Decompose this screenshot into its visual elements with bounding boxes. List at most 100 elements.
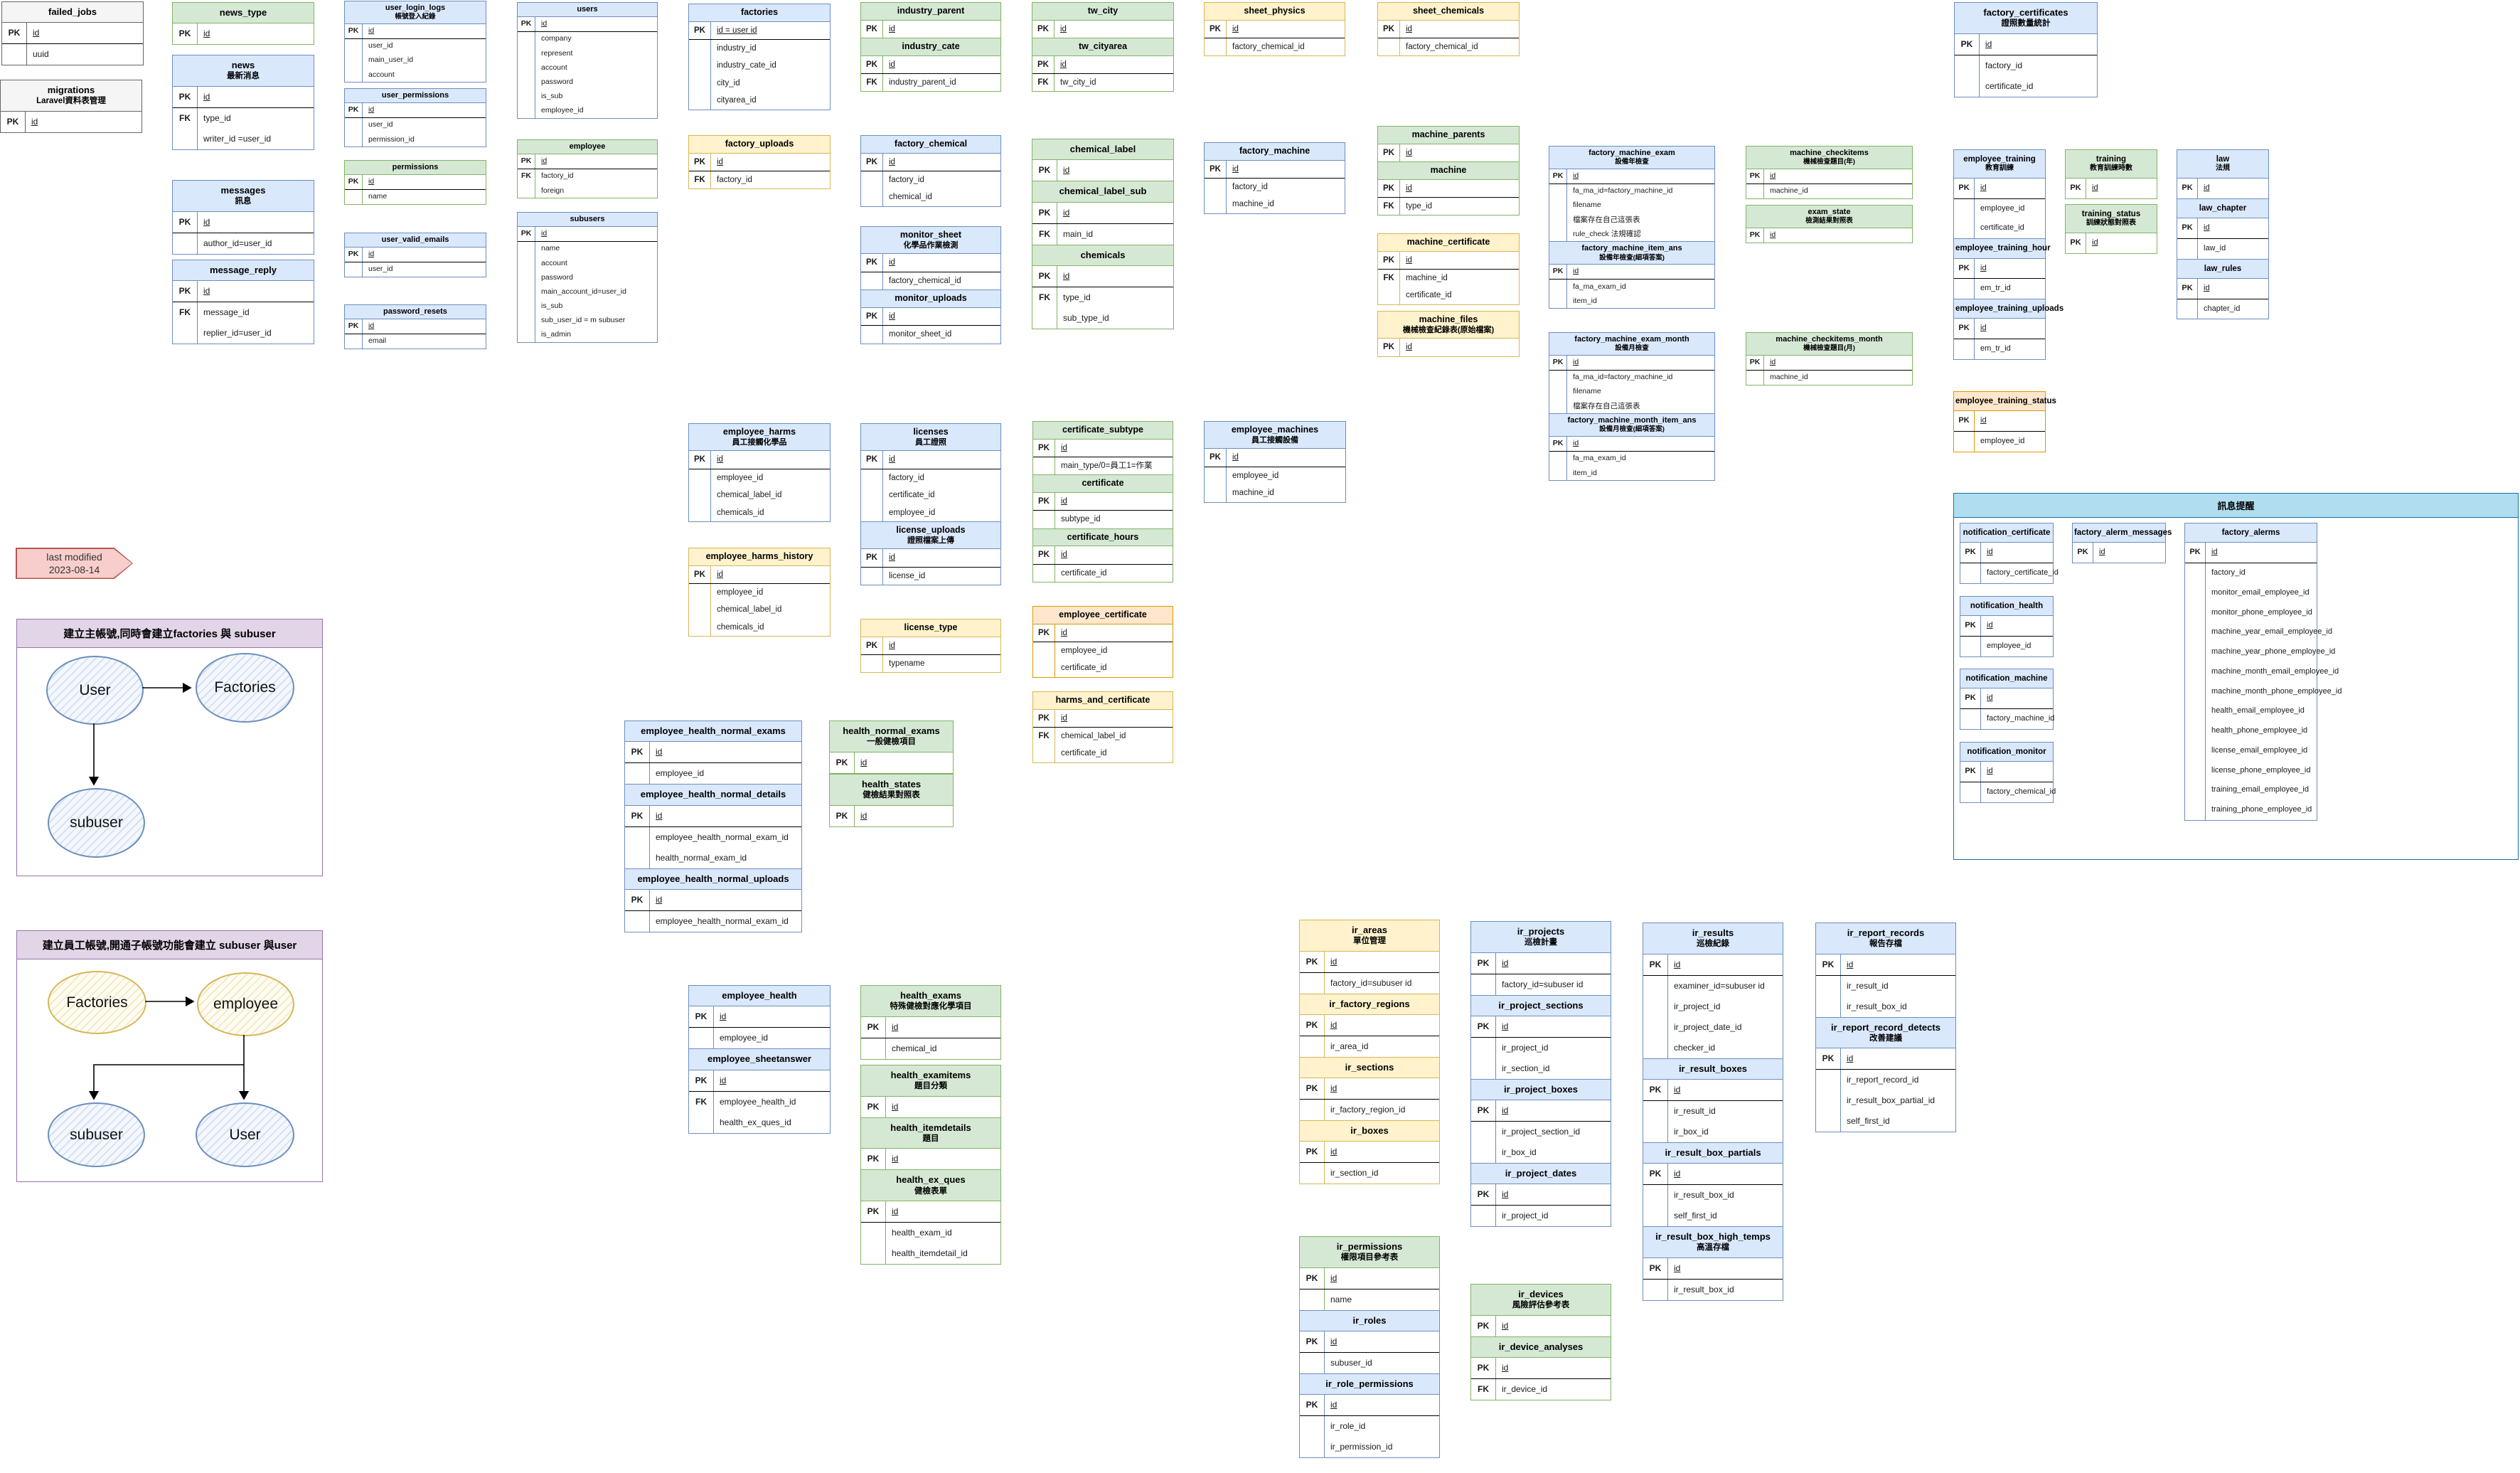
field-key: PK [1, 111, 26, 132]
entity-title-text: employee_harms_history [705, 551, 813, 561]
field-key [1549, 198, 1567, 213]
entity-title-text: law [2216, 155, 2230, 164]
field-key [625, 763, 650, 785]
field-row: PK id [1746, 228, 1912, 243]
field-key [518, 31, 535, 46]
entity-title: notification_certificate [1960, 523, 2053, 543]
entity-segment-machine_files: machine_files 機械檢查紀錄表(原始檔案) PK id [1377, 311, 1520, 357]
entity-title: ir_device_analyses [1471, 1336, 1611, 1358]
field-value: item_id [1573, 468, 1597, 477]
entity-subtitle: 機械檢查題目(年) [1803, 158, 1855, 166]
field-row: PK id [1643, 1164, 1783, 1186]
field-key [861, 655, 883, 673]
entity-subtitle: 一般健檢項目 [867, 738, 916, 747]
field-key [518, 184, 535, 198]
field-row: is_sub [518, 299, 657, 314]
field-row: FK type_id [1032, 287, 1173, 308]
entity-title-text: notification_monitor [1967, 748, 2046, 756]
entity-title-text: factory_alerms [2221, 528, 2280, 537]
field-value: id [1674, 1262, 1681, 1273]
entity-title: factory_uploads [689, 136, 830, 154]
field-key: PK [345, 319, 363, 334]
entity-title: ir_sections [1300, 1057, 1439, 1079]
field-key: PK [1300, 1267, 1325, 1289]
field-row: PK id [861, 153, 1000, 171]
field-key: PK [1960, 762, 1981, 782]
entity-title-text: health_exams [900, 990, 961, 1001]
entity-segment-ir_report_records: ir_report_records 報告存檔 PK id ir_result_id ir_… [1815, 922, 1956, 1018]
field-value: is_sub [541, 91, 563, 100]
field-value: machine_year_email_employee_id [2211, 627, 2332, 637]
field-key: PK [861, 451, 883, 469]
entity-title: notification_machine [1960, 669, 2053, 689]
entity-segment-ir_result_box_high_temps: ir_result_box_high_temps 高溫存檔 PK id ir_resul… [1643, 1226, 1783, 1301]
field-row: PK id [1378, 251, 1519, 270]
field-row: self_first_id [1643, 1206, 1783, 1227]
field-value: id [1330, 1147, 1338, 1157]
entity-title-text: machine_checkitems [1790, 148, 1869, 157]
entity-subtitle: 報告存檔 [1869, 940, 1902, 949]
field-row: employee_health_normal_exam_id [625, 910, 801, 932]
entity-title: machine_files 機械檢查紀錄表(原始檔案) [1378, 312, 1519, 339]
entity-user_valid_emails: user_valid_emails PK id user_id [344, 233, 486, 277]
entity-segment-employee_machines: employee_machines 員工接觸設備 PK id employee_id ma… [1204, 421, 1346, 503]
entity-segment-password_resets: password_resets PK id email [344, 304, 486, 349]
field-row: item_id [1549, 294, 1714, 309]
entity-title: industry_cate [861, 38, 1000, 56]
field-row: PK id [1300, 1078, 1439, 1100]
field-value: ir_permission_id [1330, 1442, 1393, 1452]
entity-segment-ir_permissions: ir_permissions 權限項目參考表 PK id name [1299, 1236, 1440, 1311]
field-value: fa_ma_exam_id [1573, 282, 1626, 291]
field-row: PK id [1816, 954, 1955, 976]
field-key [345, 53, 363, 68]
entity-title: ir_report_records 報告存檔 [1816, 923, 1955, 954]
field-key: PK [1300, 1014, 1325, 1036]
field-key [1032, 307, 1057, 329]
field-key: PK [345, 102, 363, 117]
field-row: factory_chemical_id [1205, 38, 1345, 56]
flow-node-factories: Factories [196, 653, 294, 723]
entity-segment-law: law 法規 PK id [2177, 149, 2269, 199]
entity-title-text: factory_machine_item_ans [1581, 243, 1682, 252]
entity-segment-sheet_physics: sheet_physics PK id factory_chemical_id [1204, 2, 1345, 57]
field-row: PK id [1960, 543, 2053, 564]
field-row: PK id [1643, 954, 1783, 976]
field-key [861, 1222, 886, 1243]
field-key: PK [1471, 1016, 1496, 1037]
field-value: industry_id [717, 44, 757, 53]
entity-title: factory_certificates 證照數量統計 [1955, 3, 2097, 34]
field-key: PK [1471, 1357, 1496, 1378]
field-row: self_first_id [1816, 1111, 1955, 1132]
field-value: 檔案存在自己這張表 [1573, 401, 1640, 410]
entity-title-text: users [577, 4, 598, 14]
field-key: PK [1300, 1142, 1325, 1163]
entity-title-text: employee_sheetanswer [708, 1053, 811, 1065]
field-row: health_phone_employee_id [2185, 721, 2317, 741]
field-key [861, 486, 883, 504]
field-value: name [368, 192, 388, 201]
field-row: certificate_id [1033, 564, 1173, 583]
field-value: factory_chemical_id [1406, 43, 1478, 51]
entity-title-text: machine_certificate [1406, 237, 1490, 247]
field-row: ir_project_id [1471, 1206, 1611, 1227]
entity-title-text: factory_machine_month_item_ans [1567, 415, 1697, 425]
field-row: PK id [2073, 543, 2165, 563]
field-key: FK [689, 171, 711, 189]
field-value: id [1674, 1084, 1681, 1095]
field-value: filename [1573, 201, 1601, 210]
field-row: ir_project_id [1471, 1037, 1611, 1058]
entity-subtitle: Laravel資料表管理 [36, 97, 106, 106]
field-row: subuser_id [1300, 1352, 1439, 1373]
field-key [1643, 975, 1668, 996]
entity-factory_uploads: factory_uploads PK id FK factory_id [688, 135, 831, 190]
field-key: PK [1033, 493, 1055, 511]
field-value: employee_id [889, 508, 936, 517]
entity-users: users PK id company represent account password… [517, 2, 658, 119]
field-value: id [1406, 24, 1412, 33]
field-value: certificate_id [1061, 749, 1107, 758]
field-row: PK id [1960, 616, 2053, 637]
entity-title: law 法規 [2177, 150, 2268, 179]
entity-title-text: ir_factory_regions [1329, 998, 1410, 1009]
field-row: PK id [689, 1006, 830, 1028]
field-row: PK id [861, 254, 1000, 272]
